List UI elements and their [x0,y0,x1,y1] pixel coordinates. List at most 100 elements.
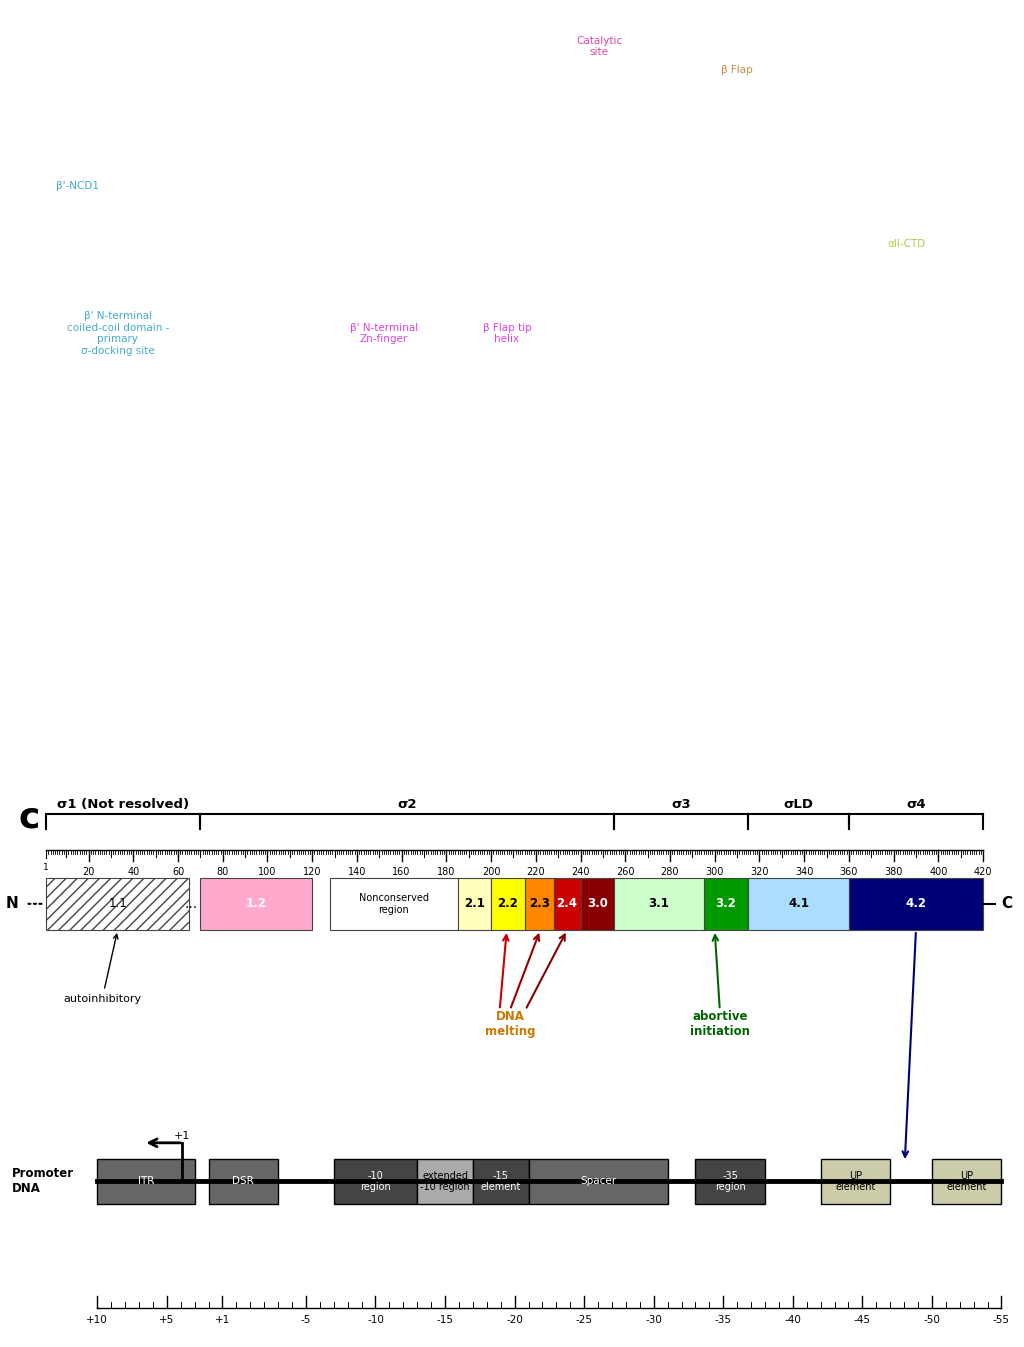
Text: 4.2: 4.2 [905,897,927,911]
Text: -50: -50 [924,1315,940,1325]
Text: 160: 160 [392,866,411,877]
Text: 20: 20 [82,866,95,877]
Text: 280: 280 [660,866,679,877]
Text: UP
element: UP element [836,1171,876,1192]
FancyBboxPatch shape [703,878,749,929]
Text: +1: +1 [174,1130,190,1141]
Text: 3.2: 3.2 [716,897,736,911]
Text: b: b [18,400,44,434]
Text: -40: -40 [784,1315,801,1325]
Text: αII-CTD: αII-CTD [887,240,926,249]
Text: 2.3: 2.3 [528,897,550,911]
Text: abortive
initiation: abortive initiation [690,1010,750,1039]
Text: -10
region: -10 region [360,1171,391,1192]
Text: 180: 180 [437,866,456,877]
Text: Promoter
DNA: Promoter DNA [12,1168,75,1195]
Text: σ1 (Not resolved): σ1 (Not resolved) [57,799,189,811]
Text: σ4: σ4 [906,799,926,811]
Text: -35
region: -35 region [715,1171,745,1192]
Text: Primary
channel: Primary channel [220,191,261,213]
Text: -15
element: -15 element [480,1171,521,1192]
Text: DNA
melting: DNA melting [484,1010,536,1039]
FancyBboxPatch shape [46,878,189,929]
FancyBboxPatch shape [524,878,554,929]
Text: -15: -15 [436,1315,454,1325]
FancyBboxPatch shape [417,1158,473,1204]
Text: -55: -55 [993,1315,1010,1325]
Text: 140: 140 [348,866,367,877]
FancyBboxPatch shape [614,878,703,929]
Text: extended
-10 region: extended -10 region [420,1171,470,1192]
FancyBboxPatch shape [849,878,983,929]
FancyBboxPatch shape [473,1158,528,1204]
Text: C: C [1001,896,1013,912]
Text: autoinhibitory: autoinhibitory [63,935,141,1004]
Text: 400: 400 [929,866,947,877]
Text: +1: +1 [215,1315,230,1325]
Text: β' N-terminal
Zn-finger: β' N-terminal Zn-finger [350,323,418,345]
Text: 60: 60 [172,866,184,877]
Text: 120: 120 [303,866,322,877]
Text: 2.2: 2.2 [498,897,518,911]
Text: 200: 200 [482,866,501,877]
Text: 300: 300 [706,866,724,877]
Text: β Flap tip
helix: β Flap tip helix [482,323,531,345]
Text: αI-CTD: αI-CTD [699,298,734,307]
Text: -25: -25 [575,1315,593,1325]
Text: β Flap: β Flap [721,65,754,75]
Text: 1.2: 1.2 [246,897,266,911]
Text: 3.0: 3.0 [587,897,607,911]
FancyBboxPatch shape [581,878,614,929]
Text: Catalytic
site: Catalytic site [575,36,623,58]
Text: ITR: ITR [138,1176,155,1187]
FancyBboxPatch shape [528,1158,668,1204]
Text: -45: -45 [854,1315,870,1325]
Text: 3.1: 3.1 [648,897,670,911]
Text: 360: 360 [840,866,858,877]
Text: UP
element: UP element [946,1171,987,1192]
Text: -20: -20 [506,1315,523,1325]
FancyBboxPatch shape [458,878,492,929]
Text: N: N [410,428,422,443]
FancyBboxPatch shape [209,1158,279,1204]
FancyBboxPatch shape [492,878,524,929]
Text: 1: 1 [43,863,49,873]
Text: σLD: σLD [783,799,813,811]
Text: +5: +5 [159,1315,174,1325]
Text: -5: -5 [301,1315,311,1325]
FancyBboxPatch shape [932,1158,1001,1204]
FancyBboxPatch shape [97,1158,195,1204]
Text: 80: 80 [217,866,228,877]
Text: 340: 340 [795,866,813,877]
Text: N: N [6,896,18,912]
FancyBboxPatch shape [695,1158,765,1204]
Text: 1.1: 1.1 [109,897,127,911]
Text: 2.4: 2.4 [557,897,578,911]
Text: Spacer: Spacer [580,1176,616,1187]
Text: 100: 100 [258,866,276,877]
Text: 420: 420 [974,866,992,877]
FancyBboxPatch shape [554,878,581,929]
Text: 320: 320 [751,866,769,877]
Text: β'-NCD1: β'-NCD1 [56,182,99,191]
Text: ...: ... [185,897,198,911]
Text: -10: -10 [367,1315,384,1325]
Text: a: a [18,12,43,46]
FancyBboxPatch shape [330,878,458,929]
Text: 40: 40 [127,866,139,877]
Text: 220: 220 [526,866,545,877]
Text: DSR: DSR [232,1176,254,1187]
Text: σ2: σ2 [397,799,417,811]
Text: 4.1: 4.1 [788,897,809,911]
FancyBboxPatch shape [334,1158,417,1204]
Text: -30: -30 [645,1315,663,1325]
Text: 240: 240 [571,866,590,877]
Text: -35: -35 [715,1315,732,1325]
Text: 2.1: 2.1 [464,897,484,911]
Text: β' N-terminal
coiled-coil domain -
primary
σ-docking site: β' N-terminal coiled-coil domain - prima… [67,311,169,356]
Text: 380: 380 [885,866,903,877]
Text: 260: 260 [616,866,635,877]
Text: c: c [18,800,40,834]
Text: σ3: σ3 [672,799,691,811]
FancyBboxPatch shape [749,878,849,929]
